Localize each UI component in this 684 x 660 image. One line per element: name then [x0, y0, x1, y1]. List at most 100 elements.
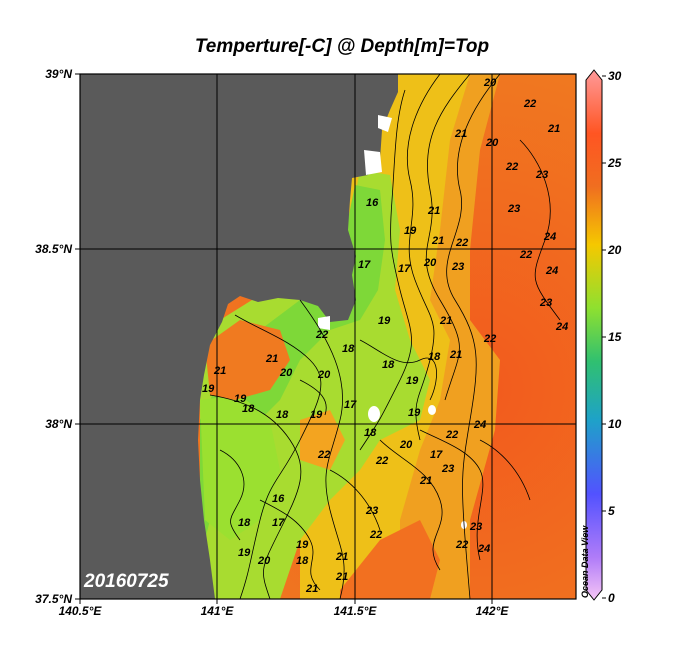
- colorbar-tick: 30: [608, 69, 622, 83]
- nodata-patch: [368, 406, 380, 422]
- contour-label: 21: [265, 353, 278, 365]
- map-title: Temperture[-C] @ Depth[m]=Top: [194, 36, 490, 57]
- contour-label: 19: [408, 407, 421, 419]
- contour-label: 21: [335, 571, 348, 583]
- colorbar-tick: 5: [608, 504, 615, 518]
- land-mass: [80, 74, 398, 599]
- contour-label: 21: [305, 583, 318, 595]
- contour-label: 19: [202, 383, 215, 395]
- contour-label: 21: [449, 349, 462, 361]
- contour-label: 17: [344, 399, 357, 411]
- lon-label-141E: 141°E: [200, 604, 234, 618]
- contour-label: 24: [473, 419, 486, 431]
- contour-label: 21: [419, 475, 432, 487]
- contour-label: 20: [257, 555, 271, 567]
- contour-label: 22: [505, 161, 518, 173]
- contour-label: 18: [296, 555, 309, 567]
- contour-label: 18: [238, 517, 251, 529]
- contour-label: 22: [519, 249, 532, 261]
- contour-label: 21: [454, 128, 467, 140]
- contour-label: 21: [547, 123, 560, 135]
- contour-label: 16: [272, 493, 285, 505]
- warm-eddy-south: [340, 520, 440, 599]
- contour-label: 22: [317, 449, 330, 461]
- contour-label: 20: [279, 367, 293, 379]
- lon-label-142E: 142°E: [475, 604, 509, 618]
- ocean-cool-patch: [200, 395, 280, 540]
- contour-label: 19: [238, 547, 251, 559]
- contour-label: 18: [364, 427, 377, 439]
- colorbar-tick: 25: [608, 156, 622, 170]
- contour-label: 18: [428, 351, 441, 363]
- contour-label: 23: [507, 203, 520, 215]
- contour-label: 24: [543, 231, 556, 243]
- contour-label: 17: [398, 263, 411, 275]
- contour-label: 22: [445, 429, 458, 441]
- contour-label: 21: [427, 205, 440, 217]
- lat-label-38N: 38°N: [45, 417, 72, 431]
- contour-label: 22: [455, 237, 468, 249]
- contour-label: 17: [430, 449, 443, 461]
- contour-label: 21: [213, 365, 226, 377]
- colorbar: [585, 69, 606, 601]
- contour-label: 24: [555, 321, 568, 333]
- contour-label: 21: [439, 315, 452, 327]
- contour-label: 20: [317, 369, 331, 381]
- contour-label: 18: [242, 403, 255, 415]
- contour-label: 20: [483, 77, 497, 89]
- date-stamp: 20160725: [84, 571, 169, 592]
- contour-label: 22: [315, 329, 328, 341]
- lat-label-37-5N: 37.5°N: [35, 592, 72, 606]
- contour-label: 22: [455, 539, 468, 551]
- contour-label: 22: [369, 529, 382, 541]
- colorbar-tick: 15: [608, 330, 622, 344]
- nodata-patch: [428, 405, 436, 415]
- coastal-warm-patch: [205, 320, 290, 400]
- contour-label: 23: [441, 463, 454, 475]
- colorbar-scale: [585, 69, 603, 601]
- contour-label: 23: [365, 505, 378, 517]
- contour-label: 23: [469, 521, 482, 533]
- contour-label: 19: [404, 225, 417, 237]
- contour-label: 19: [310, 409, 323, 421]
- contour-label: 22: [523, 98, 536, 110]
- warm-eddy: [300, 410, 345, 470]
- contour-label: 22: [375, 455, 388, 467]
- contour-label: 17: [272, 517, 285, 529]
- contour-label: 16: [366, 197, 379, 209]
- nodata-patch: [318, 316, 330, 330]
- lon-label-140-5E: 140.5°E: [58, 604, 102, 618]
- map-area: 20 21 21 22 20 22 23 23 16 24 21 21 22 1…: [80, 74, 576, 599]
- contour-label: 22: [483, 333, 496, 345]
- contour-label: 18: [342, 343, 355, 355]
- contour-lines: [209, 74, 561, 599]
- contour-label: 20: [423, 257, 437, 269]
- lat-label-38-5N: 38.5°N: [35, 242, 72, 256]
- contour-label: 19: [378, 315, 391, 327]
- contour-label: 18: [382, 359, 395, 371]
- contour-label: 21: [431, 235, 444, 247]
- contour-label: 19: [406, 375, 419, 387]
- nodata-patch: [364, 150, 382, 175]
- contour-label: 23: [451, 261, 464, 273]
- colorbar-tick: 10: [608, 417, 622, 431]
- contour-label: 19: [234, 393, 247, 405]
- frame-ticks: [75, 73, 493, 604]
- colorbar-tick: 20: [608, 243, 622, 257]
- map-frame: [79, 73, 577, 600]
- ocean-data-view-watermark: Ocean Data View: [580, 525, 590, 598]
- contour-label: 24: [545, 265, 558, 277]
- contour-label: 23: [539, 297, 552, 309]
- contour-label: 19: [296, 539, 309, 551]
- colorbar-tick: 0: [608, 591, 615, 605]
- nodata-patch: [378, 115, 392, 132]
- lon-label-141-5E: 141.5°E: [333, 604, 377, 618]
- contour-label: 20: [399, 439, 413, 451]
- contour-label: 18: [276, 409, 289, 421]
- lat-label-39N: 39°N: [45, 67, 72, 81]
- graticule: [80, 74, 576, 599]
- contour-label: 23: [535, 169, 548, 181]
- contour-label: 21: [335, 551, 348, 563]
- contour-label: 17: [358, 259, 371, 271]
